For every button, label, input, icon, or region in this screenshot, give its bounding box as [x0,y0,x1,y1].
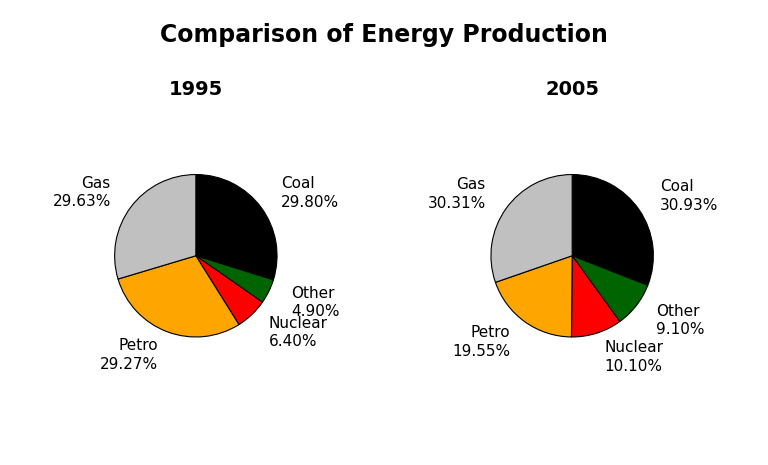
Wedge shape [196,174,277,280]
Title: 1995: 1995 [169,80,223,99]
Wedge shape [491,174,572,282]
Text: Other
4.90%: Other 4.90% [291,286,339,319]
Text: Comparison of Energy Production: Comparison of Energy Production [160,23,608,47]
Wedge shape [196,256,263,325]
Text: Petro
29.27%: Petro 29.27% [101,338,158,372]
Title: 2005: 2005 [545,80,599,99]
Text: Nuclear
6.40%: Nuclear 6.40% [269,316,328,349]
Text: Gas
29.63%: Gas 29.63% [52,176,111,209]
Text: Gas
30.31%: Gas 30.31% [428,178,486,211]
Text: Coal
29.80%: Coal 29.80% [281,176,339,210]
Wedge shape [495,256,572,337]
Wedge shape [571,256,620,337]
Wedge shape [118,256,239,337]
Wedge shape [572,256,647,322]
Wedge shape [572,174,654,286]
Text: Coal
30.93%: Coal 30.93% [660,179,718,213]
Wedge shape [114,174,196,279]
Text: Nuclear
10.10%: Nuclear 10.10% [604,340,664,373]
Text: Petro
19.55%: Petro 19.55% [452,325,510,359]
Wedge shape [196,256,273,302]
Text: Other
9.10%: Other 9.10% [656,304,704,338]
